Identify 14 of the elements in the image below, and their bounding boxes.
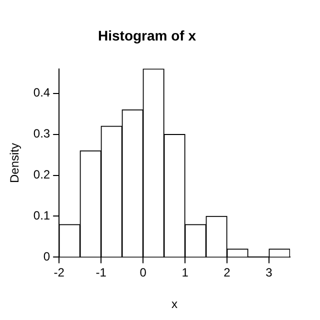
y-tick-label: 0.1 [33, 208, 50, 223]
x-tick-label: -1 [96, 266, 107, 280]
y-axis-title: Density [8, 142, 22, 184]
x-tick-label: -2 [54, 266, 65, 280]
chart-title: Histogram of x [98, 27, 196, 44]
x-tick-label: 1 [182, 266, 189, 280]
x-tick-label: 3 [266, 266, 273, 280]
x-axis-title: x [172, 297, 178, 312]
y-tick-label: 0 [43, 250, 50, 264]
y-tick-label: 0.2 [33, 168, 50, 182]
y-tick-label: 0.3 [33, 126, 50, 141]
x-tick-label: 2 [224, 266, 231, 280]
y-tick-label: 0.4 [33, 86, 50, 100]
x-tick-label: 0 [140, 266, 147, 280]
